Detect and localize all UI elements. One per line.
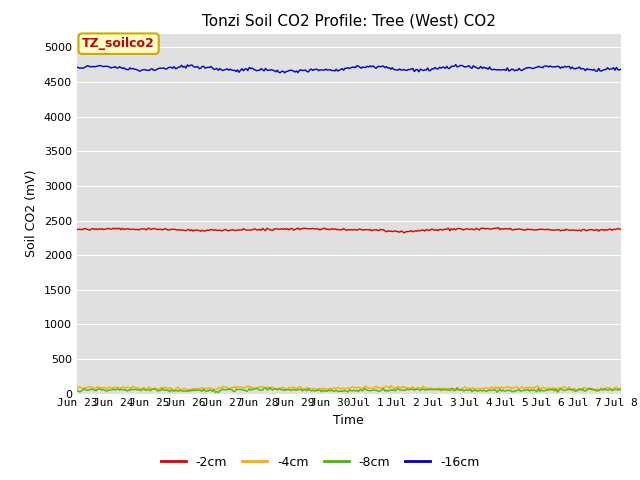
-4cm bbox=[549, 384, 557, 390]
Line: -4cm: -4cm bbox=[77, 385, 621, 391]
-8cm bbox=[617, 387, 625, 393]
-8cm bbox=[472, 388, 480, 394]
-16cm bbox=[292, 68, 300, 74]
-4cm bbox=[617, 385, 625, 391]
-16cm bbox=[287, 68, 294, 73]
-8cm bbox=[523, 387, 531, 393]
-8cm bbox=[294, 387, 302, 393]
-4cm bbox=[523, 385, 531, 391]
-8cm bbox=[288, 387, 296, 393]
-2cm bbox=[73, 227, 81, 232]
-8cm bbox=[214, 390, 222, 396]
-16cm bbox=[549, 64, 557, 70]
Line: -16cm: -16cm bbox=[77, 65, 621, 73]
X-axis label: Time: Time bbox=[333, 414, 364, 427]
-4cm bbox=[472, 386, 480, 392]
-2cm bbox=[523, 227, 531, 233]
Legend: -2cm, -4cm, -8cm, -16cm: -2cm, -4cm, -8cm, -16cm bbox=[156, 451, 484, 474]
-16cm bbox=[452, 62, 460, 68]
-4cm bbox=[291, 385, 299, 391]
-8cm bbox=[549, 386, 557, 392]
-16cm bbox=[472, 64, 480, 70]
-4cm bbox=[437, 388, 445, 394]
-2cm bbox=[285, 227, 293, 233]
-2cm bbox=[617, 227, 625, 232]
-16cm bbox=[73, 64, 81, 70]
-2cm bbox=[167, 227, 175, 232]
Y-axis label: Soil CO2 (mV): Soil CO2 (mV) bbox=[25, 170, 38, 257]
Line: -2cm: -2cm bbox=[77, 228, 621, 233]
-4cm bbox=[73, 386, 81, 392]
Text: TZ_soilco2: TZ_soilco2 bbox=[82, 37, 155, 50]
-8cm bbox=[73, 388, 81, 394]
-8cm bbox=[167, 387, 175, 393]
Line: -8cm: -8cm bbox=[77, 387, 621, 393]
-16cm bbox=[523, 65, 531, 71]
-16cm bbox=[167, 64, 175, 70]
-2cm bbox=[291, 227, 299, 232]
-8cm bbox=[266, 384, 274, 390]
-2cm bbox=[400, 230, 408, 236]
-4cm bbox=[167, 385, 175, 391]
-16cm bbox=[281, 70, 289, 76]
-4cm bbox=[387, 383, 395, 388]
-2cm bbox=[495, 225, 502, 230]
Title: Tonzi Soil CO2 Profile: Tree (West) CO2: Tonzi Soil CO2 Profile: Tree (West) CO2 bbox=[202, 13, 496, 28]
-4cm bbox=[285, 384, 293, 390]
-2cm bbox=[471, 227, 479, 233]
-2cm bbox=[549, 228, 557, 233]
-16cm bbox=[617, 66, 625, 72]
